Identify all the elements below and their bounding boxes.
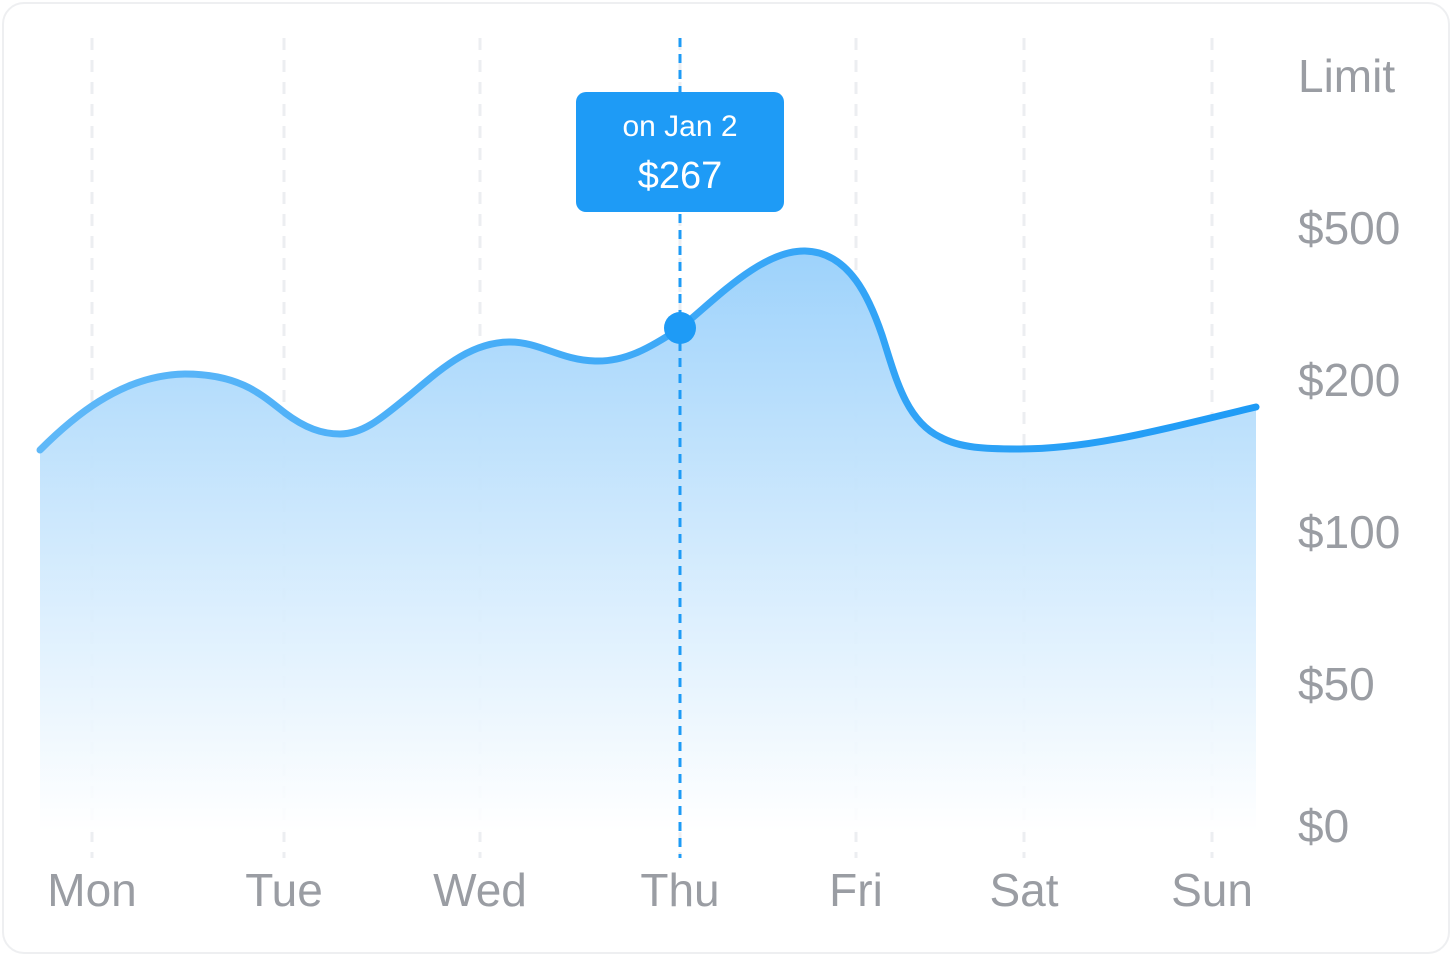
y-axis-labels: Limit $500 $200 $100 $50 $0 xyxy=(1298,50,1400,852)
tooltip: on Jan 2 $267 xyxy=(576,92,784,212)
y-tick-label: Limit xyxy=(1298,50,1395,102)
y-tick-label: $50 xyxy=(1298,658,1375,710)
tooltip-box xyxy=(576,92,784,212)
x-tick-label-mon: Mon xyxy=(47,864,136,916)
x-tick-label-sun: Sun xyxy=(1171,864,1253,916)
x-axis-labels: Mon Tue Wed Thu Fri Sat Sun xyxy=(47,864,1253,916)
x-tick-label-wed: Wed xyxy=(433,864,527,916)
y-tick-label: $0 xyxy=(1298,800,1349,852)
x-tick-label-thu: Thu xyxy=(640,864,719,916)
area-fill xyxy=(40,250,1256,832)
x-tick-label-sat: Sat xyxy=(989,864,1058,916)
y-tick-label: $100 xyxy=(1298,506,1400,558)
x-tick-label-fri: Fri xyxy=(829,864,883,916)
tooltip-value: $267 xyxy=(638,155,723,197)
x-tick-label-tue: Tue xyxy=(245,864,323,916)
series-line xyxy=(36,247,1260,454)
y-tick-label: $200 xyxy=(1298,354,1400,406)
tooltip-point[interactable] xyxy=(664,312,696,344)
tooltip-date: on Jan 2 xyxy=(622,110,737,143)
y-tick-label: $500 xyxy=(1298,202,1400,254)
